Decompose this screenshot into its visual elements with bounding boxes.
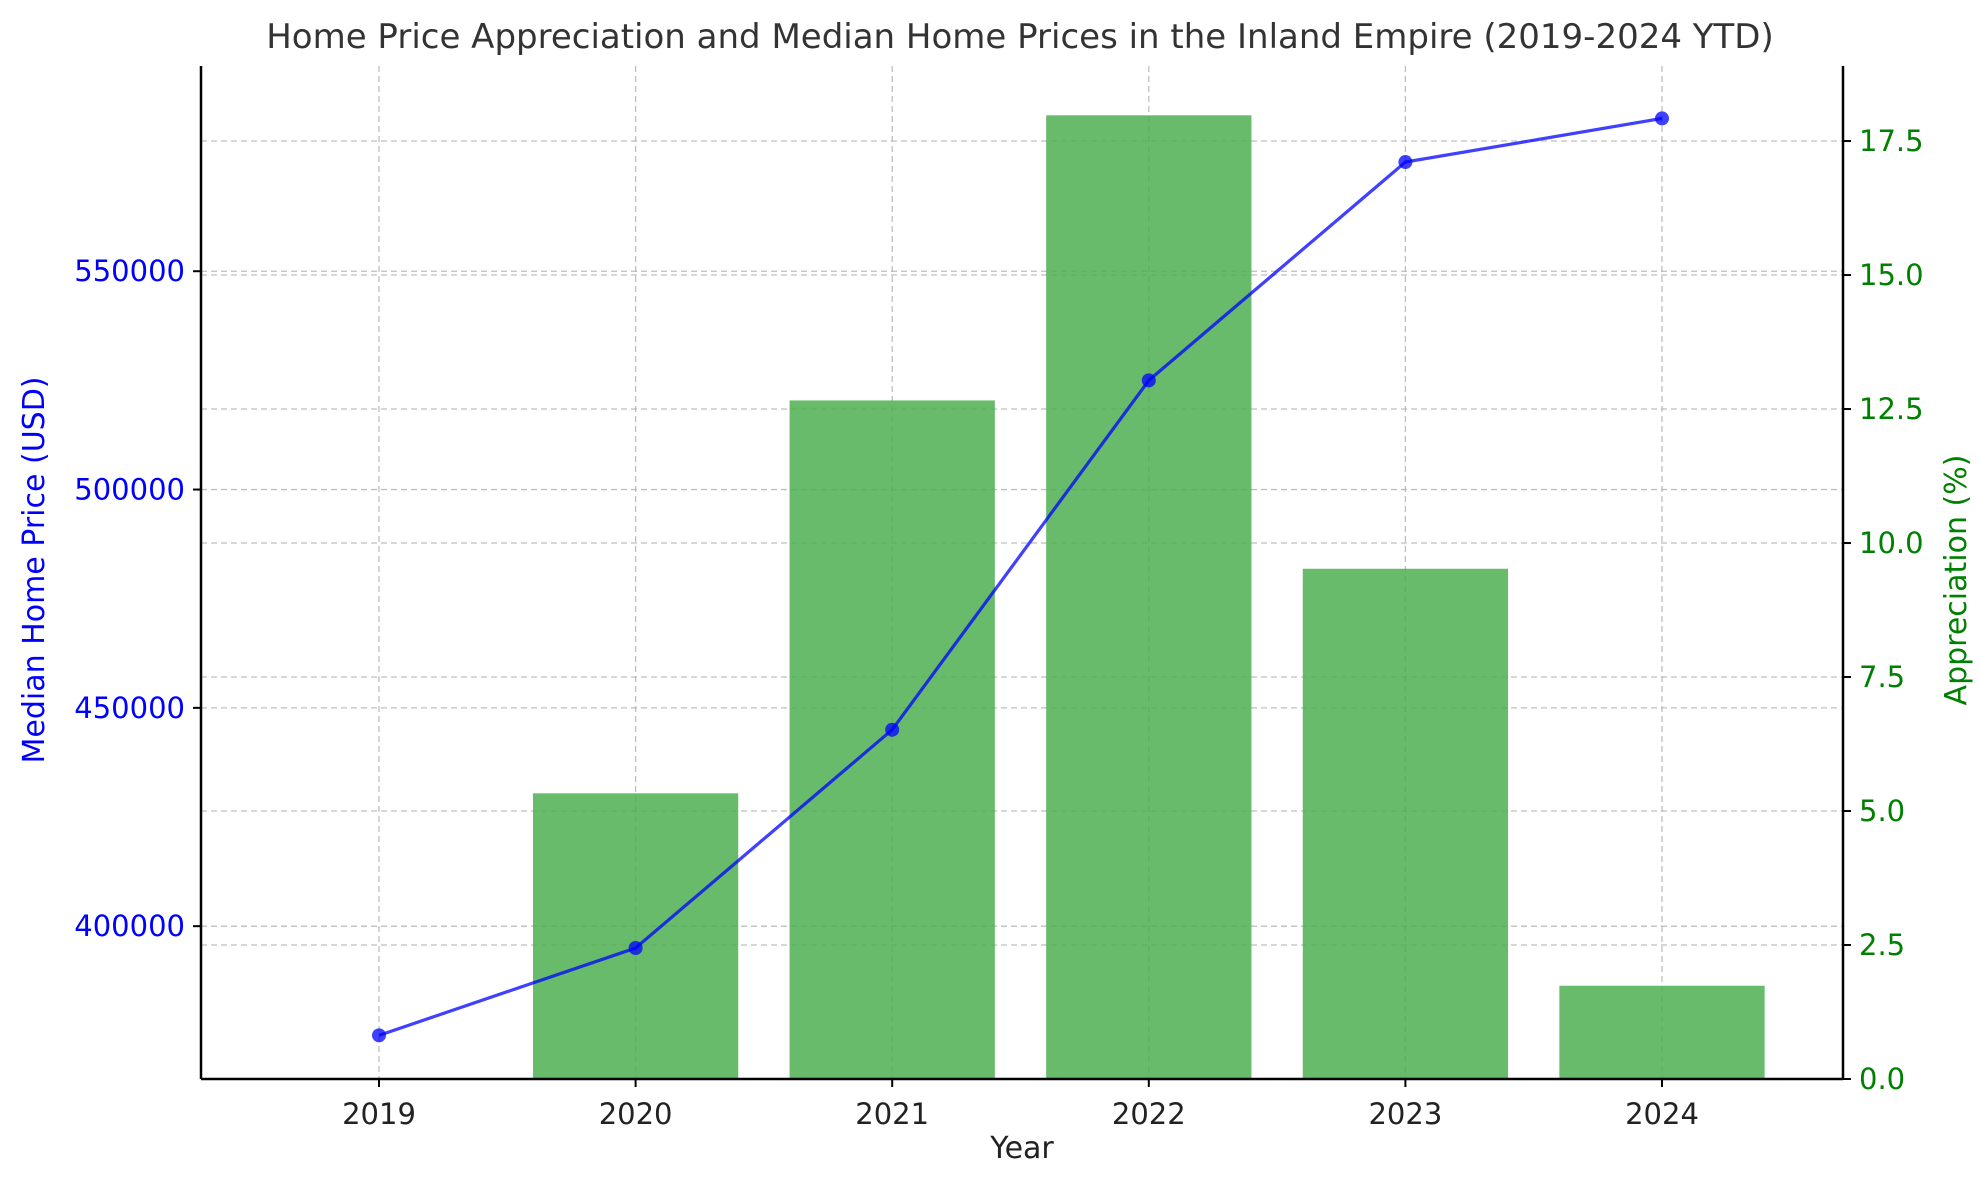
right-axis-label: Appreciation (%) <box>1939 455 1974 706</box>
price-point <box>1141 373 1156 388</box>
appreciation-bar <box>1302 568 1509 1079</box>
x-axis-ticks: 2019 2020 2021 2022 2023 2024 <box>342 1079 1699 1131</box>
appreciation-bars <box>532 115 1765 1079</box>
axes-frame <box>199 66 1845 1081</box>
appreciation-bar <box>1559 985 1765 1079</box>
x-tick-label: 2020 <box>599 1097 673 1131</box>
right-axis-ticks: 0.0 2.5 5.0 7.5 10.0 12.5 15.0 17.5 <box>1843 124 1924 1096</box>
right-tick-label: 10.0 <box>1859 526 1924 560</box>
right-tick-label: 7.5 <box>1859 660 1905 694</box>
x-axis-label: Year <box>989 1131 1054 1166</box>
chart-title: Home Price Appreciation and Median Home … <box>266 17 1774 57</box>
right-tick-label: 12.5 <box>1859 392 1924 426</box>
x-tick-label: 2024 <box>1625 1097 1699 1131</box>
price-point <box>372 1028 386 1043</box>
left-tick-label: 450000 <box>74 691 185 725</box>
right-tick-label: 2.5 <box>1859 928 1905 962</box>
x-tick-label: 2023 <box>1368 1097 1442 1131</box>
price-point <box>885 722 900 737</box>
right-tick-label: 15.0 <box>1859 258 1924 292</box>
x-tick-label: 2021 <box>855 1097 929 1131</box>
left-tick-label: 500000 <box>74 473 185 507</box>
appreciation-bar <box>1046 115 1252 1079</box>
appreciation-bar <box>532 793 739 1079</box>
grid-layer <box>201 66 1843 1080</box>
price-point <box>628 941 643 956</box>
price-point <box>1398 155 1413 170</box>
price-line <box>378 116 1663 1037</box>
right-tick-label: 0.0 <box>1859 1062 1905 1096</box>
left-axis-label: Median Home Price (USD) <box>17 376 52 763</box>
price-line-series <box>372 111 1669 1043</box>
left-tick-label: 400000 <box>74 909 185 943</box>
right-tick-label: 17.5 <box>1859 124 1924 158</box>
x-tick-label: 2022 <box>1112 1097 1186 1131</box>
left-tick-label: 550000 <box>74 254 185 288</box>
right-tick-label: 5.0 <box>1859 794 1905 828</box>
x-tick-label: 2019 <box>342 1097 416 1131</box>
appreciation-bar <box>789 400 995 1079</box>
left-axis-ticks: 400000 450000 500000 550000 <box>74 254 201 943</box>
price-point <box>1655 111 1669 126</box>
